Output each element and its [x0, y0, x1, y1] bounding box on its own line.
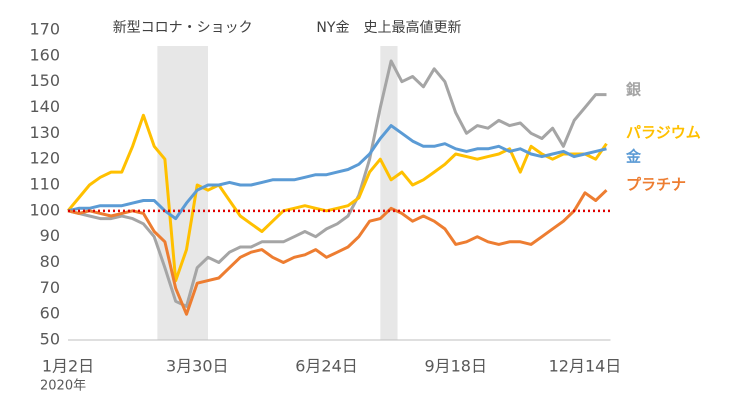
y-tick-label: 80	[40, 252, 60, 271]
x-sublabel: 2020年	[40, 379, 86, 394]
y-tick-label: 100	[29, 200, 60, 219]
y-tick-label: 130	[29, 123, 60, 142]
y-tick-label: 60	[40, 304, 60, 323]
y-tick-label: 140	[29, 97, 60, 116]
y-tick-label: 50	[40, 330, 60, 349]
y-tick-label: 160	[29, 45, 60, 64]
x-tick-label: 6月24日	[295, 357, 358, 376]
series-line	[66, 113, 608, 283]
series-line	[67, 189, 608, 316]
shaded-period	[380, 46, 398, 340]
y-tick-label: 90	[40, 226, 60, 245]
y-tick-label: 150	[29, 71, 60, 90]
annotation: NY金 史上最高値更新	[316, 19, 461, 36]
y-tick-label: 70	[40, 278, 60, 297]
y-tick-label: 110	[29, 175, 60, 194]
x-tick-label: 1月2日	[42, 357, 94, 376]
legend-label: プラチナ	[626, 176, 686, 194]
x-tick-label: 3月30日	[166, 357, 229, 376]
legend-label: 銀	[626, 81, 641, 99]
shaded-period	[157, 46, 209, 340]
y-tick-label: 120	[29, 149, 60, 168]
legend-label: 金	[625, 148, 642, 166]
y-tick-label: 170	[29, 20, 60, 39]
annotation: 新型コロナ・ショック	[113, 20, 253, 36]
x-tick-label: 12月14日	[549, 357, 622, 376]
legend-label: パラジウム	[626, 124, 701, 142]
series-line	[67, 124, 607, 221]
series-line	[67, 59, 607, 308]
x-tick-label: 9月18日	[424, 357, 487, 376]
